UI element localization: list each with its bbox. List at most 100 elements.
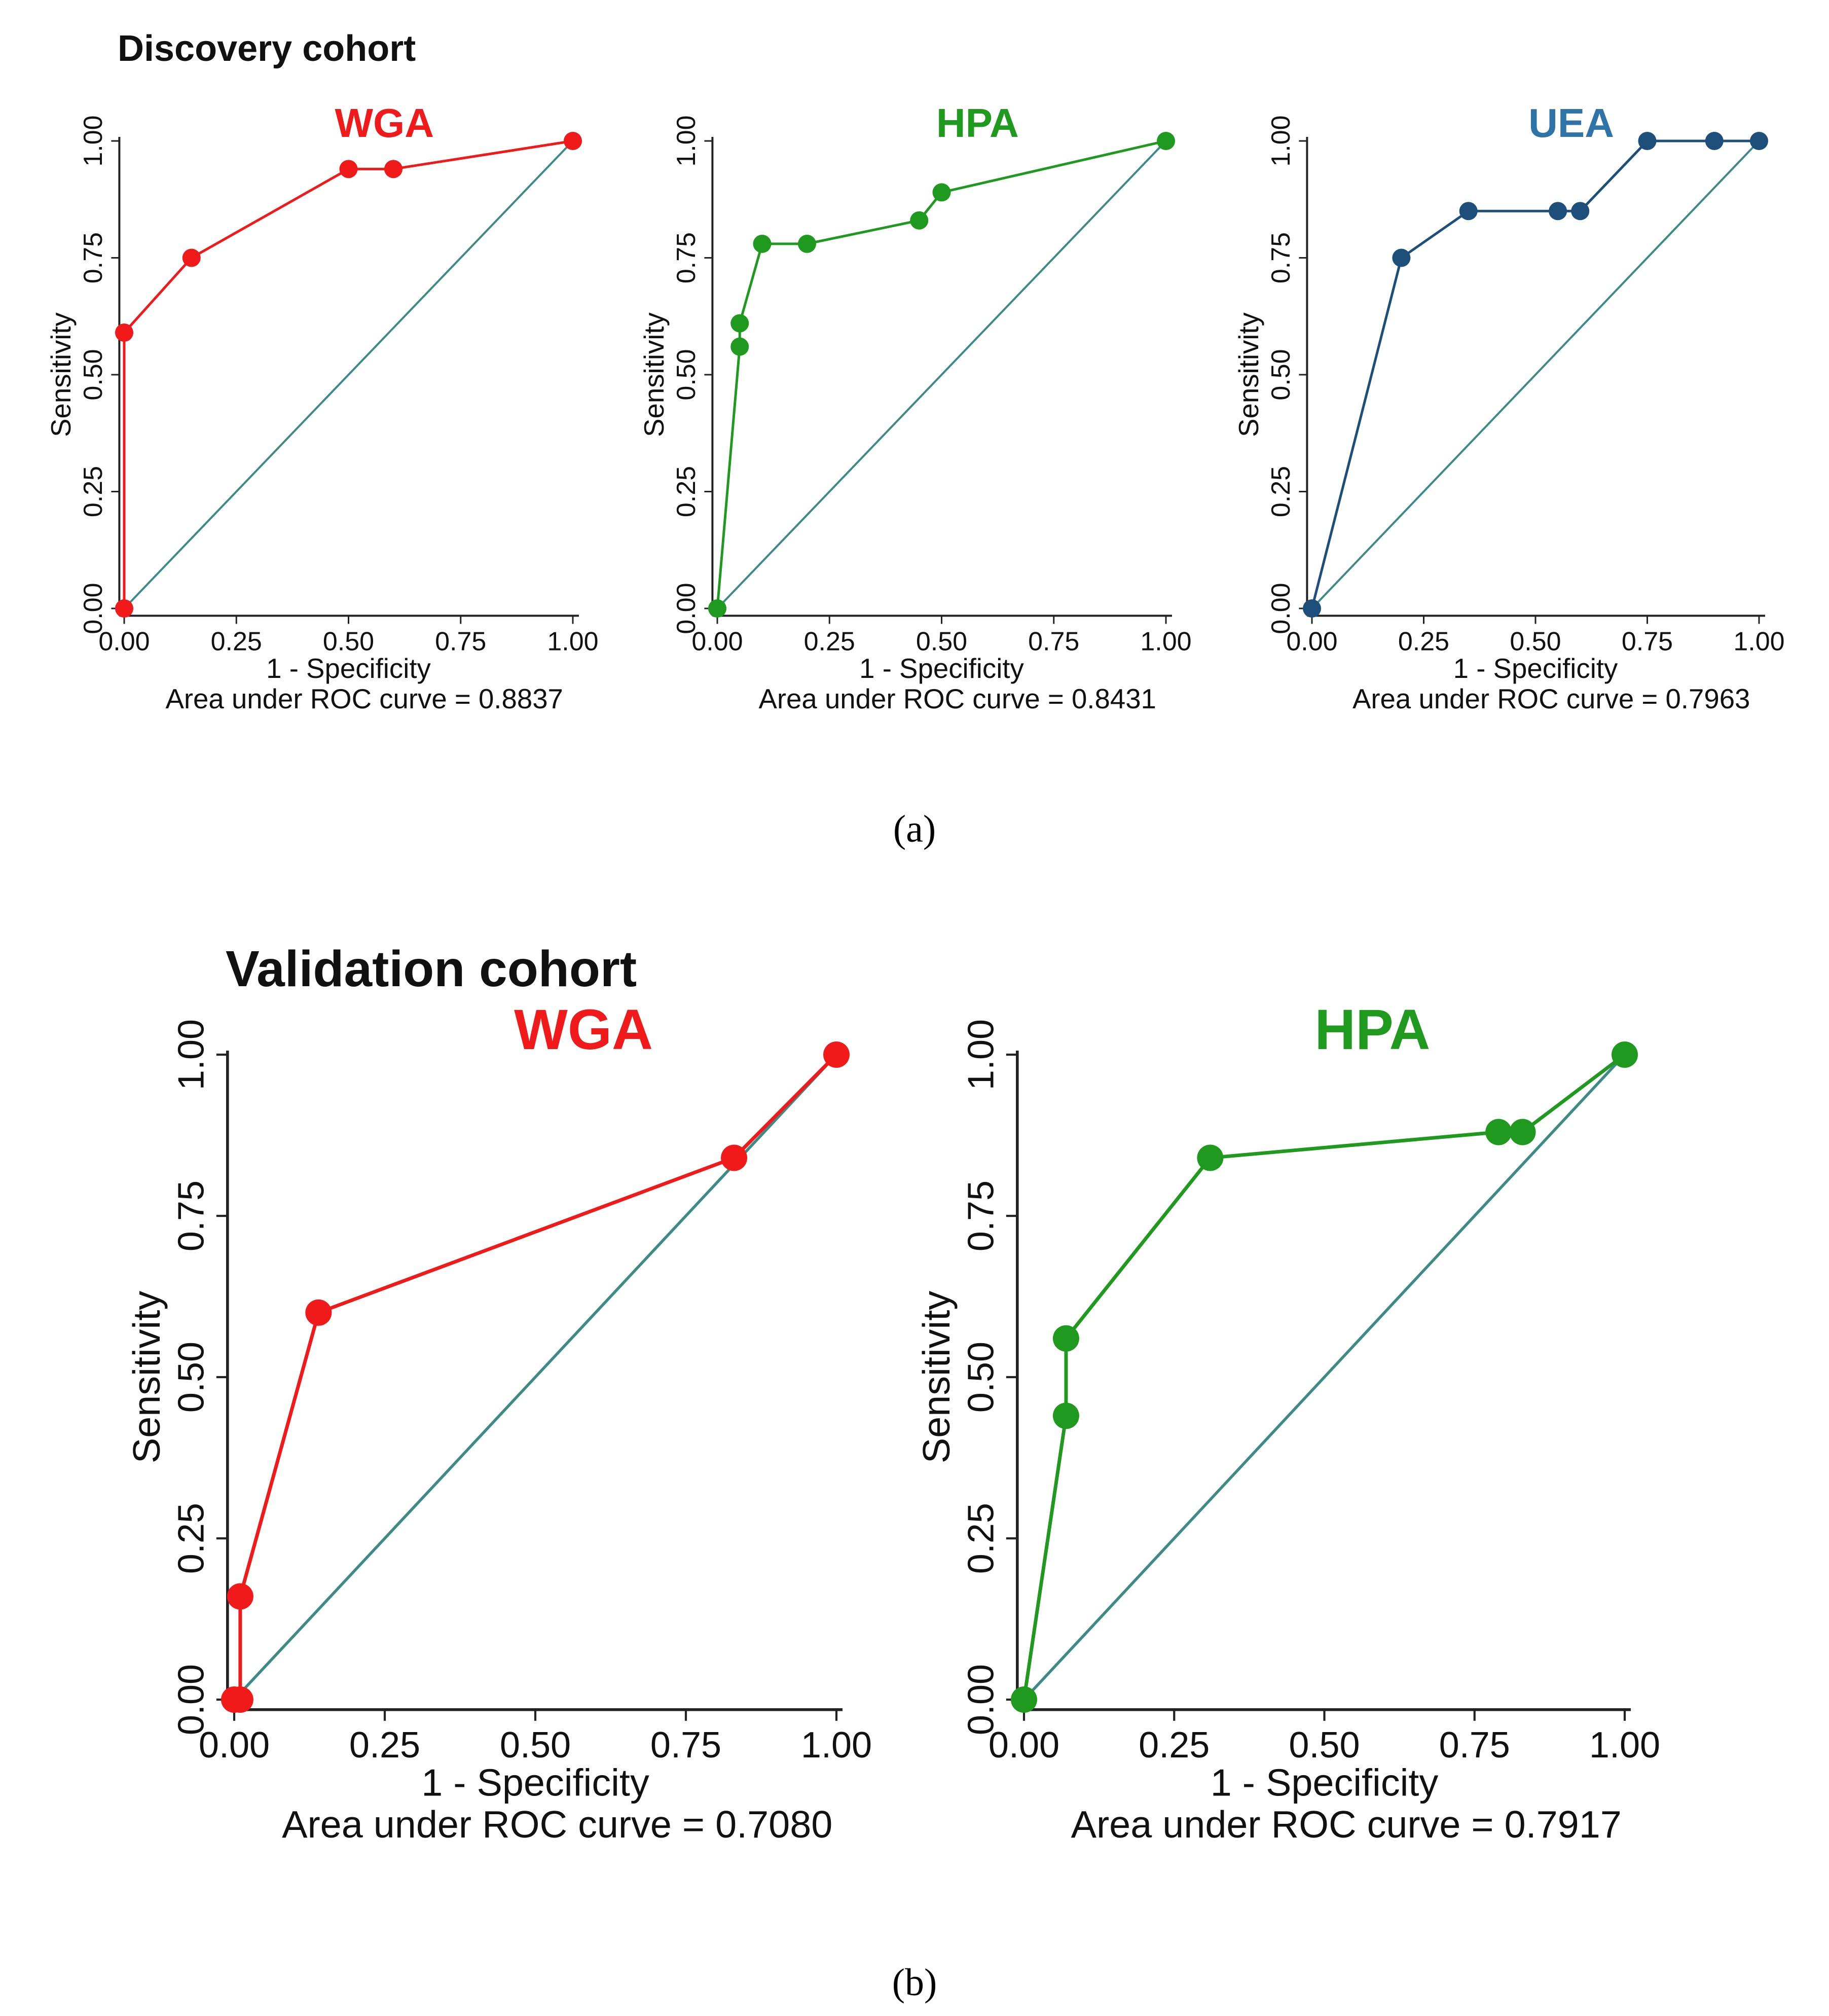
x-axis-label: 1 - Specificity [859, 653, 1024, 684]
roc-point [339, 160, 358, 178]
y-tick-label: 0.50 [961, 1342, 1002, 1413]
x-tick-label: 0.75 [1622, 627, 1673, 656]
roc-panel-4: 0.00 0.25 0.50 0.75 1.00 0.00 0.25 0.50 0.75 1.00… [126, 998, 872, 1846]
x-tick-label: 0.75 [1439, 1725, 1510, 1766]
y-tick-label: 0.50 [1266, 349, 1296, 400]
y-tick-label: 0.75 [961, 1180, 1002, 1251]
x-tick-label: 0.50 [323, 627, 374, 656]
y-tick-label: 1.00 [79, 115, 108, 166]
roc-point [227, 1583, 253, 1610]
reference-line [1022, 1054, 1626, 1701]
roc-point [1705, 132, 1724, 150]
y-tick-label: 1.00 [961, 1019, 1002, 1090]
x-tick-label: 0.50 [1289, 1725, 1360, 1766]
x-tick-label: 1.00 [1733, 627, 1784, 656]
auc-label: Area under ROC curve = 0.7917 [1071, 1804, 1622, 1846]
roc-panel-5: 0.00 0.25 0.50 0.75 1.00 0.00 0.25 0.50 0.75 1.00… [916, 998, 1660, 1846]
x-tick-label: 0.00 [989, 1725, 1059, 1766]
y-tick-label: 0.00 [1266, 583, 1296, 634]
roc-point [1638, 132, 1657, 150]
roc-point [1549, 202, 1567, 221]
roc-point [708, 599, 726, 618]
roc-point [1750, 132, 1768, 150]
roc-point [115, 599, 133, 618]
roc-point [305, 1299, 332, 1326]
x-tick-label: 0.25 [804, 627, 855, 656]
y-tick-label: 1.00 [672, 115, 701, 166]
roc-point [182, 248, 201, 267]
roc-point [1197, 1144, 1224, 1171]
y-tick-label: 1.00 [171, 1019, 212, 1090]
roc-point [115, 323, 133, 342]
roc-panel-1: 0.00 0.25 0.50 0.75 1.00 0.00 0.25 0.50 0.75 1.00… [46, 100, 599, 714]
roc-panel-2: 0.00 0.25 0.50 0.75 1.00 0.00 0.25 0.50 0.75 1.00… [639, 100, 1192, 714]
auc-label: Area under ROC curve = 0.8431 [758, 683, 1156, 714]
auc-label: Area under ROC curve = 0.7080 [282, 1804, 832, 1846]
x-axis-label: 1 - Specificity [266, 653, 431, 684]
y-tick-label: 0.50 [672, 349, 701, 400]
y-axis-label: Sensitivity [46, 312, 77, 437]
panel-a-label: (a) [893, 808, 936, 850]
roc-point [721, 1144, 748, 1171]
roc-point [1052, 1402, 1079, 1429]
roc-panel-3: 0.00 0.25 0.50 0.75 1.00 0.00 0.25 0.50 0.75 1.00… [1233, 100, 1785, 714]
roc-point [1509, 1119, 1536, 1145]
roc-point [227, 1686, 253, 1713]
roc-point [1011, 1686, 1037, 1713]
y-tick-label: 0.00 [171, 1664, 212, 1735]
roc-point [1303, 599, 1321, 618]
x-tick-label: 0.75 [435, 627, 486, 656]
validation-cohort-title: Validation cohort [226, 941, 637, 997]
y-tick-label: 0.75 [672, 232, 701, 283]
reference-line [716, 140, 1167, 609]
chart-title: WGA [514, 998, 653, 1061]
roc-point [730, 314, 749, 333]
roc-panels: 0.00 0.25 0.50 0.75 1.00 0.00 0.25 0.50 0.75 1.00… [46, 100, 1785, 1846]
roc-point [384, 160, 403, 178]
roc-point [1612, 1041, 1638, 1068]
roc-point [823, 1041, 850, 1068]
y-tick-label: 0.50 [171, 1342, 212, 1413]
x-tick-label: 1.00 [547, 627, 598, 656]
y-axis-label: Sensitivity [916, 1291, 958, 1463]
auc-label: Area under ROC curve = 0.7963 [1352, 683, 1750, 714]
x-tick-label: 0.50 [916, 627, 967, 656]
x-tick-label: 1.00 [1589, 1725, 1660, 1766]
roc-point [1157, 132, 1175, 150]
y-tick-label: 0.25 [1266, 466, 1296, 517]
discovery-cohort-title: Discovery cohort [118, 28, 416, 69]
y-tick-label: 0.75 [1266, 232, 1296, 283]
x-tick-label: 1.00 [801, 1725, 872, 1766]
roc-point [564, 132, 582, 150]
x-axis-label: 1 - Specificity [421, 1761, 649, 1804]
x-tick-label: 0.75 [650, 1725, 721, 1766]
y-tick-label: 0.25 [961, 1503, 1002, 1574]
panel-b-label: (b) [892, 1961, 937, 2004]
chart-title: UEA [1528, 100, 1614, 146]
y-tick-label: 1.00 [1266, 115, 1296, 166]
x-tick-label: 0.50 [500, 1725, 571, 1766]
roc-point [1459, 202, 1478, 221]
roc-curve [1310, 139, 1759, 609]
x-axis-label: 1 - Specificity [1453, 653, 1618, 684]
roc-curve [123, 139, 573, 608]
roc-point [1392, 248, 1411, 267]
y-tick-label: 0.25 [79, 466, 108, 517]
x-tick-label: 0.00 [1286, 627, 1337, 656]
roc-point [798, 234, 816, 253]
y-tick-label: 0.25 [171, 1503, 212, 1574]
y-tick-label: 0.50 [79, 349, 108, 400]
x-axis-label: 1 - Specificity [1211, 1761, 1439, 1804]
y-tick-label: 0.00 [79, 583, 108, 634]
x-tick-label: 0.25 [349, 1725, 420, 1766]
roc-point [1052, 1325, 1079, 1352]
x-tick-label: 0.25 [1139, 1725, 1210, 1766]
x-tick-label: 0.25 [211, 627, 262, 656]
y-axis-label: Sensitivity [639, 312, 670, 437]
y-axis-label: Sensitivity [126, 1291, 168, 1463]
chart-title: HPA [936, 100, 1019, 146]
x-tick-label: 0.00 [98, 627, 150, 656]
x-tick-label: 0.00 [691, 627, 743, 656]
reference-line [1311, 140, 1760, 609]
